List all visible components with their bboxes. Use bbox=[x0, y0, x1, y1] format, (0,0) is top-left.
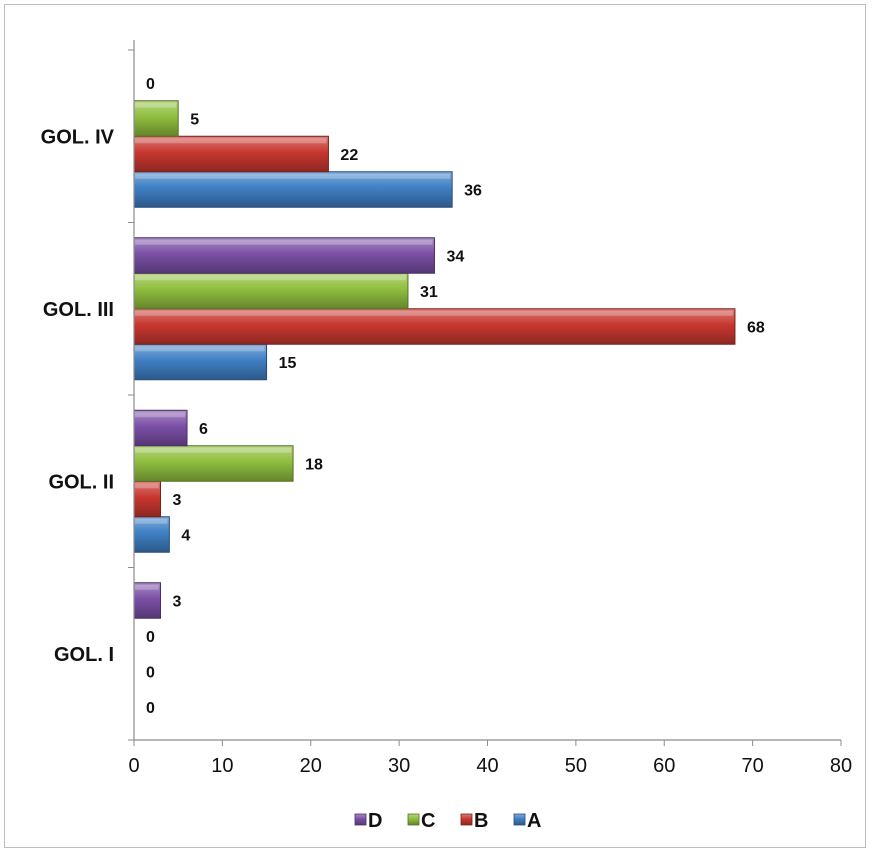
legend-swatch-c bbox=[407, 813, 420, 826]
bar-d-gol-i bbox=[133, 582, 162, 619]
value-label: 68 bbox=[747, 320, 765, 337]
value-label: 3 bbox=[173, 492, 182, 509]
value-label: 18 bbox=[305, 457, 323, 474]
value-label: 31 bbox=[420, 284, 438, 301]
value-label: 0 bbox=[146, 629, 155, 646]
value-label: 0 bbox=[146, 665, 155, 682]
x-tick-label: 0 bbox=[128, 755, 139, 777]
category-label: GOL. III bbox=[43, 299, 114, 321]
legend-label-a: A bbox=[527, 810, 541, 832]
legend-label-c: C bbox=[421, 810, 435, 832]
legend-label-b: B bbox=[474, 810, 488, 832]
bar-highlight bbox=[135, 584, 159, 590]
value-label: 34 bbox=[446, 249, 464, 266]
value-label: 15 bbox=[279, 355, 297, 372]
x-tick-label: 20 bbox=[300, 755, 322, 777]
bar-c-gol-ii bbox=[133, 445, 294, 482]
value-label: 22 bbox=[340, 147, 358, 164]
legend-swatch-b bbox=[460, 813, 473, 826]
value-label: 4 bbox=[181, 528, 190, 545]
bar-b-gol-iv bbox=[133, 135, 329, 173]
bar-highlight bbox=[135, 310, 733, 316]
category-label: GOL. II bbox=[48, 471, 114, 493]
bar-b-gol-ii bbox=[133, 480, 162, 518]
bar-c-gol-iv bbox=[133, 100, 179, 137]
x-tick-label: 50 bbox=[565, 755, 587, 777]
legend-swatch-d bbox=[354, 813, 367, 826]
category-label: GOL. IV bbox=[41, 126, 115, 148]
value-label: 3 bbox=[173, 594, 182, 611]
bar-highlight bbox=[135, 275, 406, 281]
bar-d-gol-iii bbox=[133, 237, 435, 274]
x-tick-label: 30 bbox=[388, 755, 410, 777]
bar-highlight bbox=[135, 447, 292, 453]
bar-highlight bbox=[135, 239, 433, 245]
value-label: 5 bbox=[190, 112, 199, 129]
legend-label-d: D bbox=[368, 810, 382, 832]
x-tick-label: 70 bbox=[742, 755, 764, 777]
bar-highlight bbox=[135, 346, 265, 352]
bar-a-gol-iv bbox=[133, 171, 453, 208]
bar-highlight bbox=[135, 412, 186, 418]
legend-swatch-a bbox=[513, 813, 526, 826]
bar-highlight bbox=[135, 518, 168, 524]
bar-highlight bbox=[135, 138, 327, 144]
category-label: GOL. I bbox=[54, 644, 114, 666]
value-label: 36 bbox=[464, 183, 482, 200]
bar-highlight bbox=[135, 483, 159, 489]
value-label: 0 bbox=[146, 76, 155, 93]
value-label: 0 bbox=[146, 700, 155, 717]
bar-highlight bbox=[135, 102, 177, 108]
value-label: 6 bbox=[199, 421, 208, 438]
x-tick-label: 40 bbox=[476, 755, 498, 777]
x-tick-label: 10 bbox=[211, 755, 233, 777]
x-tick-label: 60 bbox=[653, 755, 675, 777]
bar-a-gol-iii bbox=[133, 343, 268, 381]
x-tick-label: 80 bbox=[830, 755, 852, 777]
bar-highlight bbox=[135, 173, 451, 179]
